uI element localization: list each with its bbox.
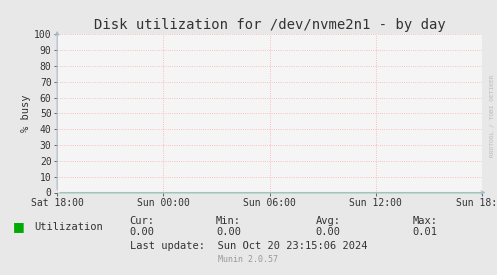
Y-axis label: % busy: % busy	[21, 95, 31, 132]
Text: Avg:: Avg:	[316, 216, 340, 226]
Text: Max:: Max:	[413, 216, 437, 226]
Text: Last update:  Sun Oct 20 23:15:06 2024: Last update: Sun Oct 20 23:15:06 2024	[130, 241, 367, 251]
Text: 0.00: 0.00	[216, 227, 241, 237]
Text: 0.00: 0.00	[129, 227, 154, 237]
Text: Min:: Min:	[216, 216, 241, 226]
Text: 0.01: 0.01	[413, 227, 437, 237]
Text: RRDTOOL / TOBI OETIKER: RRDTOOL / TOBI OETIKER	[490, 74, 495, 157]
Text: Utilization: Utilization	[34, 222, 102, 232]
Text: ■: ■	[12, 220, 24, 233]
Text: Cur:: Cur:	[129, 216, 154, 226]
Text: 0.00: 0.00	[316, 227, 340, 237]
Title: Disk utilization for /dev/nvme2n1 - by day: Disk utilization for /dev/nvme2n1 - by d…	[94, 18, 445, 32]
Text: Munin 2.0.57: Munin 2.0.57	[219, 255, 278, 264]
